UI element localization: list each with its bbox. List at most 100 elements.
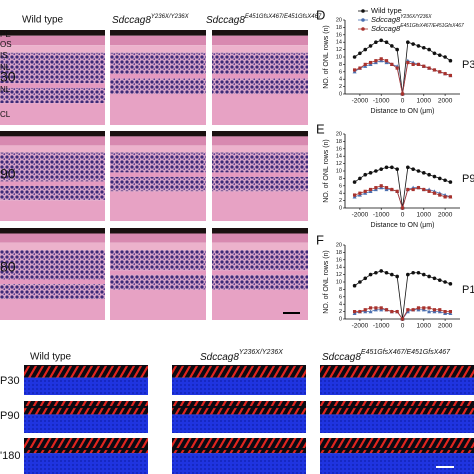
- point: [390, 62, 394, 66]
- y-axis-label: NO. of ONL rows (n): [323, 25, 330, 89]
- y-tick-label: 16: [336, 257, 342, 263]
- point: [411, 308, 415, 312]
- tissue-layer: [0, 200, 105, 221]
- point: [357, 193, 362, 197]
- header: Sdccag8E451GfsX467/E451GfsX467: [206, 14, 322, 26]
- point: [390, 165, 394, 170]
- tissue-layer: [110, 136, 206, 146]
- tissue-layer: [0, 145, 105, 153]
- tissue-layer: [110, 228, 206, 234]
- tissue-layer: [110, 172, 206, 177]
- point: [368, 189, 373, 193]
- point: [443, 195, 447, 199]
- point: [395, 47, 399, 52]
- point: [406, 60, 410, 65]
- point: [374, 59, 378, 63]
- tissue-layer: [212, 45, 308, 53]
- tissue-layer: [0, 87, 105, 104]
- point: [448, 311, 453, 316]
- y-axis-label: NO. of ONL rows (n): [323, 250, 330, 314]
- point: [352, 69, 357, 74]
- x-tick-label: 1000: [417, 98, 432, 105]
- point: [421, 171, 426, 175]
- point: [432, 174, 437, 179]
- tissue-layer: [0, 35, 105, 46]
- x-tick-label: 1000: [417, 323, 432, 330]
- tissue-layer: [212, 228, 308, 234]
- point: [443, 178, 447, 183]
- tissue-layer: [110, 176, 206, 192]
- point: [395, 66, 399, 70]
- x-axis-label: Distance to ON (μm): [371, 108, 435, 115]
- point: [368, 171, 373, 175]
- point: [384, 165, 389, 170]
- point: [368, 60, 373, 65]
- point: [384, 187, 389, 192]
- point: [437, 309, 442, 314]
- legend-marker: [361, 9, 365, 13]
- y-tick-label: 8: [339, 176, 342, 182]
- point: [363, 276, 368, 281]
- layer-label: IS: [0, 51, 8, 60]
- point: [379, 269, 384, 273]
- stage-label: P3: [462, 59, 474, 71]
- point: [368, 44, 373, 48]
- allele: Y236X/Y236X: [239, 349, 283, 356]
- tissue-layer: [212, 270, 308, 275]
- tissue-layer: [0, 30, 105, 36]
- series-line: [354, 39, 451, 95]
- point: [390, 44, 394, 48]
- tissue-layer: [0, 52, 105, 84]
- y-tick-label: 18: [336, 250, 342, 256]
- tissue-layer: [0, 181, 105, 186]
- point: [358, 310, 362, 314]
- legend-sup: Y236X/Y236X: [400, 14, 432, 20]
- y-tick-label: 12: [336, 272, 342, 278]
- row-label: 30: [0, 69, 16, 85]
- tissue-layer: [110, 93, 206, 125]
- point: [448, 58, 453, 63]
- point: [395, 274, 399, 279]
- point: [352, 311, 357, 316]
- x-tick-label: 0: [401, 323, 405, 330]
- point: [405, 309, 410, 314]
- point: [363, 172, 368, 177]
- point: [368, 309, 373, 314]
- gene: Sdccag8: [200, 352, 239, 363]
- point: [432, 191, 437, 195]
- tissue-layer: [0, 103, 105, 125]
- point: [400, 206, 405, 210]
- tissue-layer: [0, 136, 105, 146]
- point: [411, 270, 415, 275]
- y-tick-label: 16: [336, 146, 342, 152]
- y-tick-label: 2: [339, 198, 342, 204]
- point: [390, 272, 394, 277]
- y-tick-label: 8: [339, 62, 342, 68]
- gene: Sdccag8: [322, 352, 361, 363]
- point: [368, 272, 373, 277]
- point: [427, 172, 431, 177]
- tissue-layer: [0, 284, 105, 299]
- point: [363, 47, 368, 52]
- point: [416, 186, 421, 190]
- point: [368, 187, 373, 192]
- point: [427, 47, 431, 52]
- point: [448, 310, 453, 314]
- layer-label: OS: [0, 40, 12, 49]
- point: [368, 62, 373, 66]
- point: [448, 73, 453, 78]
- point: [384, 40, 389, 44]
- y-tick-label: 6: [339, 294, 342, 300]
- scale-bar: [436, 466, 454, 468]
- layer-label: CL: [0, 110, 11, 119]
- y-tick-label: 2: [339, 84, 342, 90]
- tissue-layer: [212, 30, 308, 36]
- tissue-layer: [212, 233, 308, 243]
- nuclear-layer: [24, 453, 148, 474]
- point: [406, 165, 410, 170]
- tissue-layer: [0, 83, 105, 88]
- point: [384, 60, 389, 65]
- point: [379, 306, 383, 310]
- y-tick-label: 14: [336, 40, 342, 46]
